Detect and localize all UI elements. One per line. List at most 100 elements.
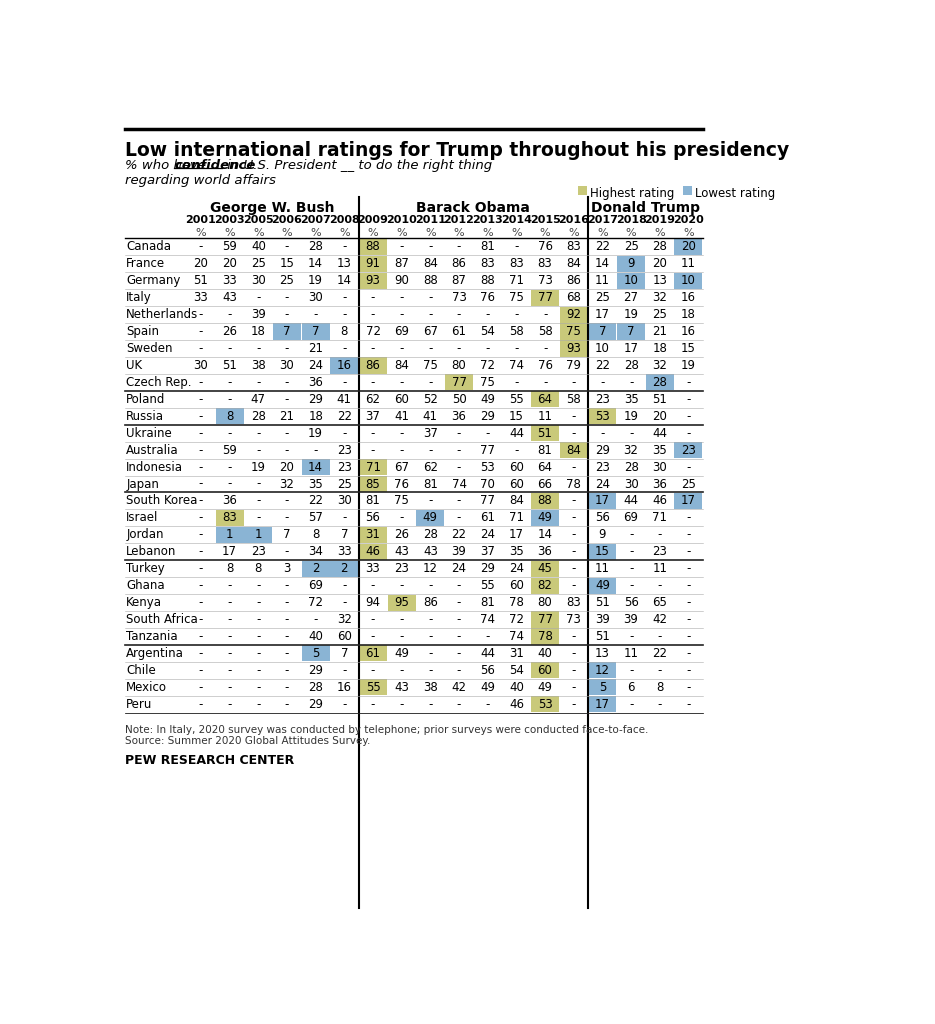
Text: 19: 19	[309, 274, 324, 287]
Text: -: -	[199, 681, 203, 694]
Text: 72: 72	[481, 359, 496, 372]
Text: 2009: 2009	[357, 215, 388, 225]
Text: 44: 44	[509, 427, 524, 439]
Text: 9: 9	[598, 528, 606, 542]
Text: %: %	[281, 228, 293, 239]
Bar	[359, 679, 387, 695]
Text: 31: 31	[366, 528, 381, 542]
Text: 20: 20	[280, 461, 295, 473]
Text: -: -	[457, 308, 461, 322]
Text: -: -	[199, 410, 203, 423]
Text: 86: 86	[567, 274, 582, 287]
Text: 1: 1	[226, 528, 234, 542]
Text: 26: 26	[223, 325, 237, 338]
Text: -: -	[285, 495, 289, 508]
Text: -: -	[485, 630, 490, 643]
Text: -: -	[256, 697, 261, 711]
Text: Chile: Chile	[126, 664, 156, 677]
Text: 43: 43	[395, 545, 410, 558]
Text: 12: 12	[423, 562, 438, 575]
Text: 32: 32	[624, 443, 639, 457]
Bar	[216, 409, 244, 424]
Text: -: -	[199, 580, 203, 592]
Text: Highest rating: Highest rating	[590, 186, 675, 200]
Text: -: -	[371, 308, 375, 322]
Text: %: %	[367, 228, 379, 239]
Text: 23: 23	[595, 393, 610, 406]
Text: -: -	[227, 613, 232, 626]
Text: 29: 29	[481, 562, 496, 575]
Text: 29: 29	[309, 697, 324, 711]
Text: 20: 20	[653, 410, 668, 423]
Text: -: -	[342, 596, 347, 609]
Text: Sweden: Sweden	[126, 342, 173, 355]
Text: Israel: Israel	[126, 511, 159, 524]
Text: 24: 24	[452, 562, 467, 575]
Text: 95: 95	[395, 596, 410, 609]
Bar	[359, 357, 387, 374]
Text: 19: 19	[251, 461, 266, 473]
Text: 24: 24	[481, 528, 496, 542]
Text: -: -	[342, 376, 347, 389]
Bar	[359, 459, 387, 475]
Text: -: -	[543, 342, 547, 355]
Bar	[531, 290, 559, 306]
Text: 29: 29	[309, 393, 324, 406]
Text: 39: 39	[251, 308, 266, 322]
Text: -: -	[285, 376, 289, 389]
Text: 94: 94	[366, 596, 381, 609]
Text: 22: 22	[595, 241, 610, 253]
Text: -: -	[199, 241, 203, 253]
Text: -: -	[199, 342, 203, 355]
Text: -: -	[285, 427, 289, 439]
Text: 35: 35	[624, 393, 639, 406]
Text: 77: 77	[452, 376, 467, 389]
Text: %: %	[626, 228, 637, 239]
Text: -: -	[199, 325, 203, 338]
Text: 33: 33	[223, 274, 237, 287]
Text: 31: 31	[509, 647, 524, 659]
Text: -: -	[371, 443, 375, 457]
Text: 40: 40	[309, 630, 324, 643]
Text: -: -	[256, 427, 261, 439]
Text: 81: 81	[481, 596, 496, 609]
Bar	[683, 186, 692, 196]
Text: 51: 51	[653, 393, 668, 406]
Text: -: -	[285, 545, 289, 558]
Text: %: %	[683, 228, 694, 239]
Text: Note: In Italy, 2020 survey was conducted by telephone; prior surveys were condu: Note: In Italy, 2020 survey was conducte…	[124, 725, 648, 735]
Text: -: -	[571, 647, 576, 659]
Text: -: -	[227, 596, 232, 609]
Text: 25: 25	[681, 477, 696, 490]
Text: -: -	[199, 562, 203, 575]
Text: 88: 88	[538, 495, 553, 508]
Text: -: -	[199, 427, 203, 439]
Text: -: -	[571, 562, 576, 575]
Text: 41: 41	[337, 393, 352, 406]
Text: 81: 81	[423, 477, 438, 490]
Text: Indonesia: Indonesia	[126, 461, 183, 473]
Text: 66: 66	[538, 477, 553, 490]
Text: 51: 51	[595, 630, 610, 643]
Text: 71: 71	[653, 511, 668, 524]
Text: -: -	[514, 443, 519, 457]
Text: -: -	[399, 241, 404, 253]
Text: -: -	[686, 545, 691, 558]
Text: 56: 56	[481, 664, 496, 677]
Text: -: -	[399, 664, 404, 677]
Text: 62: 62	[423, 461, 438, 473]
Text: 10: 10	[624, 274, 639, 287]
Text: %: %	[224, 228, 235, 239]
Text: 17: 17	[223, 545, 237, 558]
Text: 2003: 2003	[214, 215, 245, 225]
Text: 78: 78	[567, 477, 582, 490]
Text: 53: 53	[481, 461, 496, 473]
Text: 79: 79	[567, 359, 582, 372]
Text: -: -	[199, 308, 203, 322]
Text: 60: 60	[538, 664, 553, 677]
Text: 1: 1	[254, 528, 262, 542]
Text: 7: 7	[283, 325, 291, 338]
Text: 17: 17	[624, 342, 639, 355]
Text: -: -	[342, 697, 347, 711]
Text: -: -	[629, 562, 633, 575]
